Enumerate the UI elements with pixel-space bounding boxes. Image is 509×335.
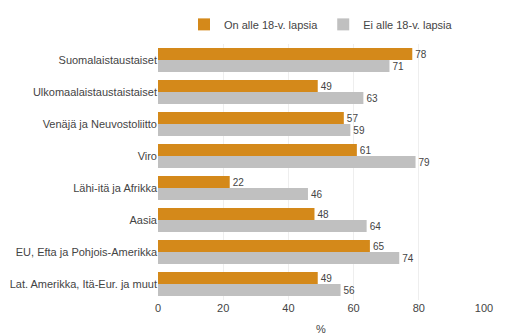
svg-text:Viro: Viro: [138, 150, 157, 162]
svg-text:Venäjä ja Neuvostoliitto: Venäjä ja Neuvostoliitto: [43, 118, 157, 130]
svg-text:Suomalaistaustaiset: Suomalaistaustaiset: [59, 54, 157, 66]
svg-text:48: 48: [317, 209, 329, 220]
svg-text:Aasia: Aasia: [129, 214, 157, 226]
svg-text:80: 80: [413, 302, 425, 314]
svg-text:57: 57: [347, 113, 359, 124]
svg-text:78: 78: [415, 49, 427, 60]
svg-text:40: 40: [282, 302, 294, 314]
svg-text:65: 65: [373, 241, 385, 252]
svg-text:On alle 18-v. lapsia: On alle 18-v. lapsia: [224, 19, 318, 31]
svg-text:0: 0: [155, 302, 161, 314]
svg-text:61: 61: [360, 145, 372, 156]
svg-text:74: 74: [402, 253, 414, 264]
svg-text:20: 20: [217, 302, 229, 314]
svg-text:100: 100: [475, 302, 493, 314]
svg-text:56: 56: [344, 285, 356, 296]
svg-text:49: 49: [321, 273, 333, 284]
svg-text:71: 71: [392, 61, 404, 72]
svg-text:EU, Efta ja Pohjois-Amerikka: EU, Efta ja Pohjois-Amerikka: [16, 246, 158, 258]
svg-text:59: 59: [353, 125, 365, 136]
svg-text:22: 22: [233, 177, 245, 188]
svg-text:Ei alle 18-v. lapsia: Ei alle 18-v. lapsia: [363, 19, 452, 31]
svg-text:Lat. Amerikka, Itä-Eur. ja muu: Lat. Amerikka, Itä-Eur. ja muut: [10, 278, 157, 290]
svg-text:46: 46: [311, 189, 323, 200]
svg-text:64: 64: [370, 221, 382, 232]
svg-text:63: 63: [366, 93, 378, 104]
svg-text:Ulkomaalaistaustaistaiset: Ulkomaalaistaustaistaiset: [33, 86, 157, 98]
svg-text:79: 79: [419, 157, 431, 168]
svg-text:%: %: [316, 323, 326, 335]
svg-text:60: 60: [347, 302, 359, 314]
svg-text:49: 49: [321, 81, 333, 92]
svg-text:Lähi-itä ja Afrikka: Lähi-itä ja Afrikka: [73, 182, 158, 194]
